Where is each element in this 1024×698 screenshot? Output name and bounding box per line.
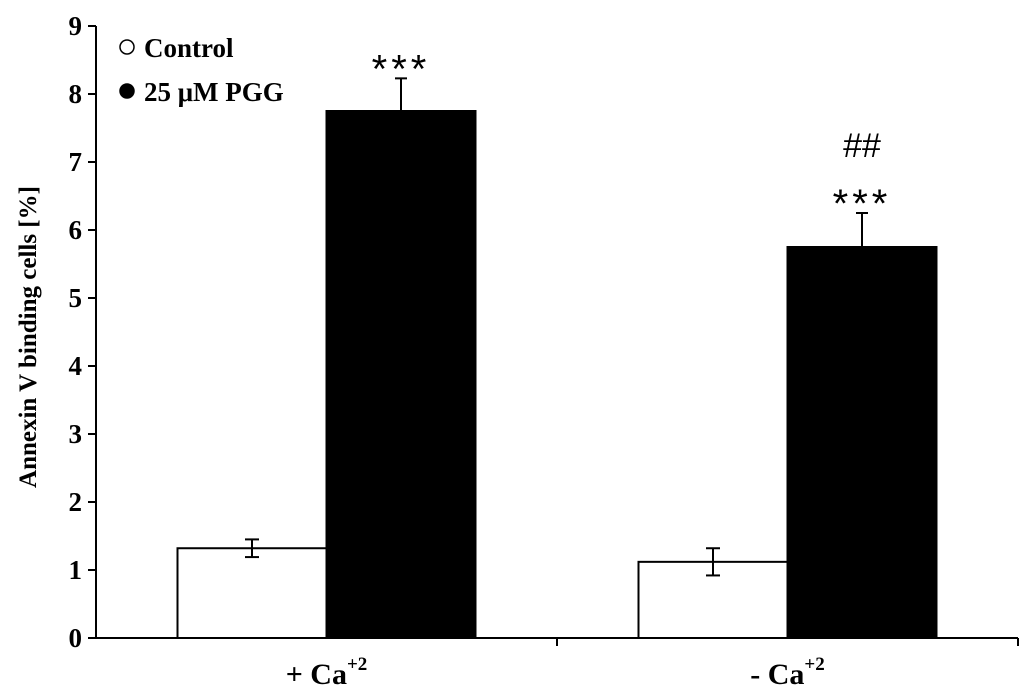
bar xyxy=(176,547,328,639)
significance-hash: ## xyxy=(843,127,881,165)
y-tick-label: 2 xyxy=(69,487,83,517)
y-tick-label: 0 xyxy=(69,623,83,653)
y-axis-label: Annexin V binding cells [%] xyxy=(15,186,42,488)
bar xyxy=(325,110,477,639)
y-tick-label: 8 xyxy=(69,79,83,109)
x-tick-label: - Ca+2 xyxy=(750,654,824,691)
significance-stars: *** xyxy=(833,182,892,226)
bar xyxy=(786,246,938,639)
legend: Control 25 μM PGG xyxy=(119,33,284,107)
legend-marker xyxy=(119,83,135,99)
y-tick-label: 5 xyxy=(69,283,83,313)
y-tick-label: 4 xyxy=(69,351,83,381)
y-tick-label: 3 xyxy=(69,419,83,449)
x-tick-label: + Ca+2 xyxy=(286,654,368,691)
legend-marker xyxy=(119,39,135,55)
legend-label: Control xyxy=(144,33,234,63)
y-tick-label: 7 xyxy=(69,147,83,177)
y-tick-label: 6 xyxy=(69,215,83,245)
y-tick-label: 1 xyxy=(69,555,83,585)
significance-annotations: *** *** ## xyxy=(372,47,892,226)
legend-label: 25 μM PGG xyxy=(144,77,284,107)
significance-stars: *** xyxy=(372,47,431,91)
bars xyxy=(176,110,938,640)
error-bars xyxy=(245,77,868,577)
y-tick-label: 9 xyxy=(69,11,83,41)
